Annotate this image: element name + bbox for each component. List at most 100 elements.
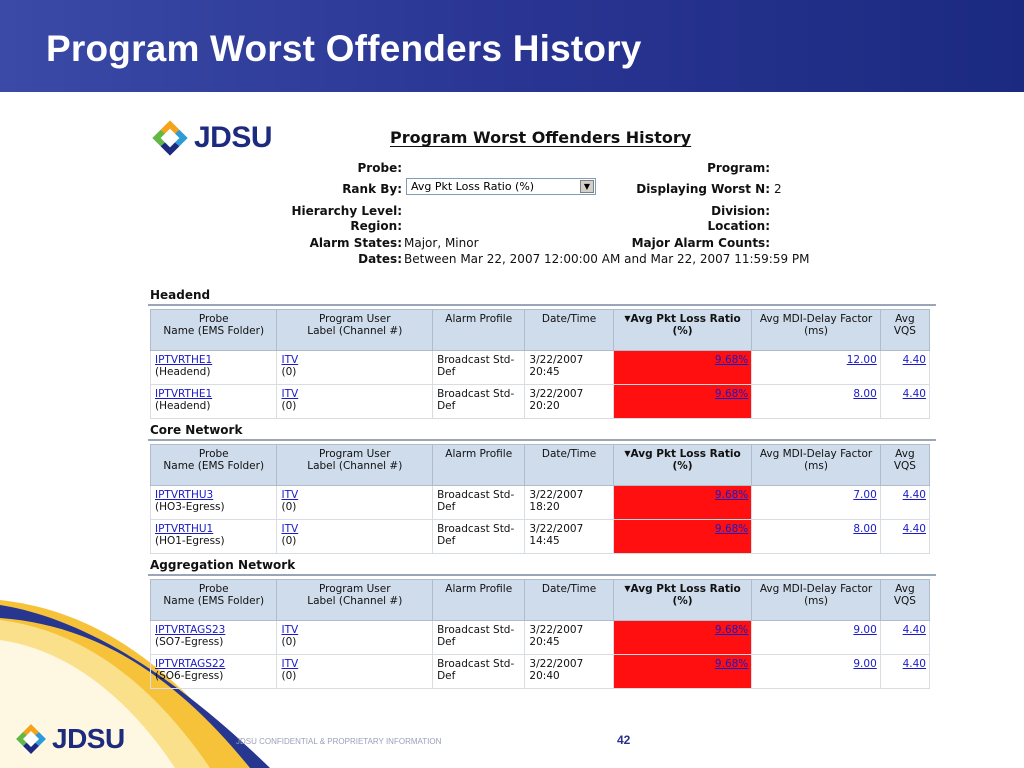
slide-title-bar: Program Worst Offenders History — [0, 0, 1024, 92]
section-divider — [148, 574, 936, 576]
major-alarm-counts-label: Major Alarm Counts: — [631, 236, 770, 250]
col-program-label[interactable]: Program User Label (Channel #) — [276, 444, 434, 486]
mdi-link[interactable]: 8.00 — [853, 388, 877, 400]
probe-label: Probe: — [357, 161, 402, 175]
section-heading-aggregation-network: Aggregation Network — [150, 558, 296, 572]
probe-link[interactable]: IPTVRTAGS22 — [155, 658, 226, 670]
loss-link[interactable]: 9.68% — [714, 354, 749, 366]
slide-title: Program Worst Offenders History — [46, 28, 642, 69]
report-logo-text: JDSU — [194, 121, 273, 154]
vqs-link[interactable]: 4.40 — [902, 388, 926, 400]
vqs-link[interactable]: 4.40 — [902, 354, 926, 366]
table-row: IPTVRTAGS22 (SO6-Egress) ITV (0) Broadcast… — [149, 654, 931, 689]
probe-link[interactable]: IPTVRTHU3 — [155, 489, 214, 501]
program-link[interactable]: ITV — [281, 388, 299, 400]
program-link[interactable]: ITV — [281, 523, 299, 535]
col-program-label[interactable]: Program User Label (Channel #) — [276, 579, 434, 621]
section-heading-headend: Headend — [150, 288, 211, 302]
loss-link[interactable]: 9.68% — [714, 523, 749, 535]
footer-jdsu-logo: JDSU — [14, 722, 125, 756]
col-datetime[interactable]: Date/Time — [524, 444, 614, 486]
probe-link[interactable]: IPTVRTHE1 — [155, 354, 213, 366]
hierarchy-level-label: Hierarchy Level: — [291, 204, 402, 218]
col-avg-pkt-loss[interactable]: ▼Avg Pkt Loss Ratio (%) — [612, 444, 753, 486]
col-probe[interactable]: Probe Name (EMS Folder) — [149, 309, 278, 351]
aggregation-network-table: Probe Name (EMS Folder) Program User Label… — [149, 579, 931, 689]
col-alarm-profile[interactable]: Alarm Profile — [432, 309, 526, 351]
col-alarm-profile[interactable]: Alarm Profile — [432, 579, 526, 621]
probe-link[interactable]: IPTVRTHE1 — [155, 388, 213, 400]
vqs-link[interactable]: 4.40 — [902, 624, 926, 636]
loss-link[interactable]: 9.68% — [714, 388, 749, 400]
table-row: IPTVRTHE1 (Headend) ITV (0) Broadcast Std-… — [149, 350, 931, 385]
footer-logo-text: JDSU — [52, 723, 125, 754]
vqs-link[interactable]: 4.40 — [902, 658, 926, 670]
dates-label: Dates: — [358, 252, 402, 266]
mdi-link[interactable]: 12.00 — [846, 354, 877, 366]
mdi-link[interactable]: 9.00 — [853, 658, 877, 670]
chevron-down-icon[interactable]: ▼ — [580, 180, 594, 193]
col-avg-pkt-loss[interactable]: ▼Avg Pkt Loss Ratio (%) — [612, 309, 753, 351]
col-datetime[interactable]: Date/Time — [524, 579, 614, 621]
program-link[interactable]: ITV — [281, 489, 299, 501]
section-heading-core-network: Core Network — [150, 423, 243, 437]
location-label: Location: — [707, 219, 770, 233]
col-probe[interactable]: Probe Name (EMS Folder) — [149, 579, 278, 621]
core-network-table: Probe Name (EMS Folder) Program User Label… — [149, 444, 931, 554]
region-label: Region: — [350, 219, 402, 233]
probe-link[interactable]: IPTVRTAGS23 — [155, 624, 226, 636]
table-row: IPTVRTAGS23 (SO7-Egress) ITV (0) Broadcast… — [149, 620, 931, 655]
confidential-notice: JDSU CONFIDENTIAL & PROPRIETARY INFORMAT… — [236, 737, 442, 746]
table-row: IPTVRTHU3 (HO3-Egress) ITV (0) Broadcast S… — [149, 485, 931, 520]
report-criteria: Probe: Rank By: Hierarchy Level: Region:… — [148, 112, 936, 272]
table-row: IPTVRTHE1 (Headend) ITV (0) Broadcast Std-… — [149, 384, 931, 419]
col-avg-vqs[interactable]: Avg VQS — [879, 444, 931, 486]
table-row: IPTVRTHU1 (HO1-Egress) ITV (0) Broadcast S… — [149, 519, 931, 554]
displaying-worst-value: 2 — [774, 182, 782, 196]
mdi-link[interactable]: 8.00 — [853, 523, 877, 535]
col-alarm-profile[interactable]: Alarm Profile — [432, 444, 526, 486]
sort-desc-icon: ▼ — [624, 314, 631, 323]
mdi-link[interactable]: 7.00 — [853, 489, 877, 501]
alarm-states-label: Alarm States: — [309, 236, 402, 250]
program-link[interactable]: ITV — [281, 658, 299, 670]
col-program-label[interactable]: Program User Label (Channel #) — [276, 309, 434, 351]
probe-link[interactable]: IPTVRTHU1 — [155, 523, 214, 535]
vqs-link[interactable]: 4.40 — [902, 489, 926, 501]
col-avg-mdi-delay[interactable]: Avg MDI-Delay Factor (ms) — [751, 444, 881, 486]
program-link[interactable]: ITV — [281, 624, 299, 636]
table-header-row: Probe Name (EMS Folder) Program User Label… — [149, 579, 931, 621]
table-header-row: Probe Name (EMS Folder) Program User Label… — [149, 309, 931, 351]
program-link[interactable]: ITV — [281, 354, 299, 366]
loss-link[interactable]: 9.68% — [714, 489, 749, 501]
dates-value: Between Mar 22, 2007 12:00:00 AM and Mar… — [404, 252, 810, 266]
col-avg-mdi-delay[interactable]: Avg MDI-Delay Factor (ms) — [751, 309, 881, 351]
report-jdsu-logo: JDSU — [150, 118, 273, 158]
division-label: Division: — [711, 204, 770, 218]
jdsu-diamond-icon — [152, 120, 188, 156]
col-probe[interactable]: Probe Name (EMS Folder) — [149, 444, 278, 486]
alarm-states-value: Major, Minor — [404, 236, 479, 250]
col-avg-pkt-loss[interactable]: ▼Avg Pkt Loss Ratio (%) — [612, 579, 753, 621]
program-label: Program: — [707, 161, 770, 175]
section-divider — [148, 304, 936, 306]
col-avg-vqs[interactable]: Avg VQS — [879, 579, 931, 621]
loss-link[interactable]: 9.68% — [714, 624, 749, 636]
loss-link[interactable]: 9.68% — [714, 658, 749, 670]
jdsu-diamond-icon — [15, 723, 47, 755]
rank-by-select[interactable]: Avg Pkt Loss Ratio (%) ▼ — [406, 178, 596, 195]
rank-by-label: Rank By: — [342, 182, 402, 196]
col-avg-mdi-delay[interactable]: Avg MDI-Delay Factor (ms) — [751, 579, 881, 621]
headend-table: Probe Name (EMS Folder) Program User Label… — [149, 309, 931, 419]
mdi-link[interactable]: 9.00 — [853, 624, 877, 636]
section-divider — [148, 439, 936, 441]
vqs-link[interactable]: 4.40 — [902, 523, 926, 535]
rank-by-selected-value: Avg Pkt Loss Ratio (%) — [411, 180, 535, 193]
sort-desc-icon: ▼ — [624, 449, 631, 458]
report-title: Program Worst Offenders History — [390, 128, 692, 147]
displaying-worst-label: Displaying Worst N: — [636, 182, 770, 196]
table-header-row: Probe Name (EMS Folder) Program User Label… — [149, 444, 931, 486]
sort-desc-icon: ▼ — [624, 584, 631, 593]
col-avg-vqs[interactable]: Avg VQS — [879, 309, 931, 351]
col-datetime[interactable]: Date/Time — [524, 309, 614, 351]
